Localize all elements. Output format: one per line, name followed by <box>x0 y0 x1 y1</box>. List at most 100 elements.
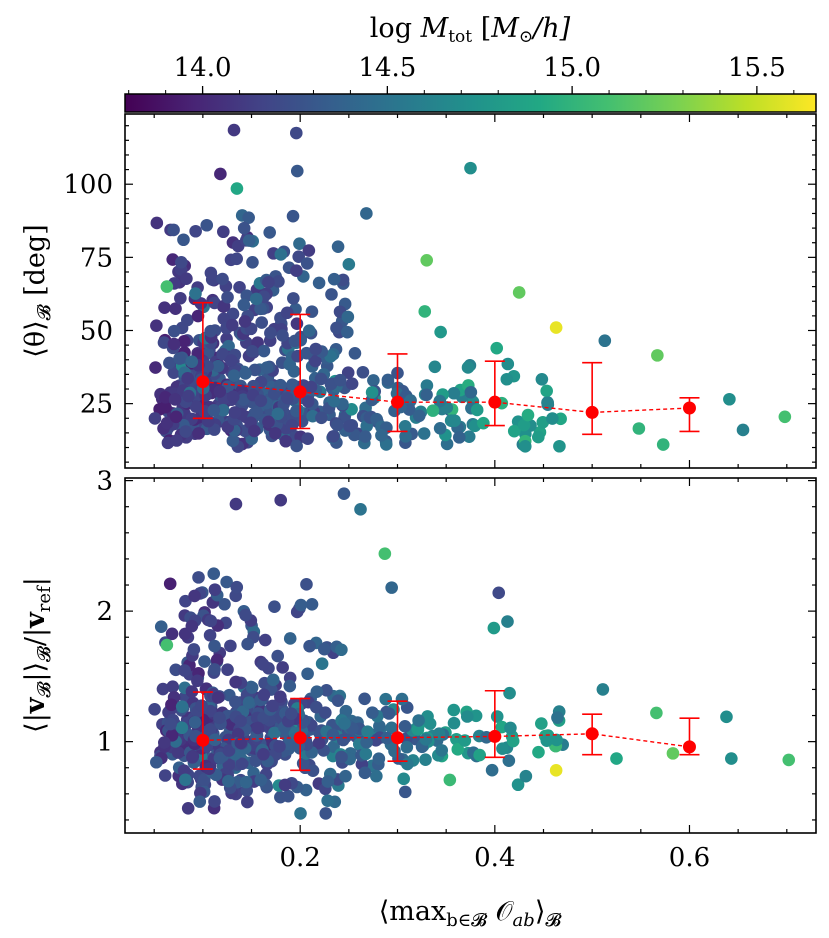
scatter-point <box>208 733 222 747</box>
scatter-point <box>226 307 240 321</box>
y-tick-label: 50 <box>80 316 113 346</box>
scatter-point <box>306 764 320 777</box>
scatter-point <box>224 639 237 653</box>
scatter-point <box>262 415 275 429</box>
binned-median-point <box>682 740 696 754</box>
binned-median-point <box>293 731 307 745</box>
scatter-point <box>164 717 177 731</box>
binned-median-point <box>196 733 210 747</box>
y-axis-label-velocity: ⟨|v𝓑|⟩𝓑/|vref| <box>20 577 55 733</box>
scatter-point <box>283 632 297 645</box>
scatter-point <box>248 363 262 377</box>
scatter-point <box>462 430 476 443</box>
scatter-point <box>470 403 484 417</box>
scatter-point <box>266 673 280 687</box>
axis-ticks-velocity: 0.2 0.4 0.6 1 2 3 <box>96 467 816 873</box>
binned-median-line <box>202 380 690 414</box>
scatter-point <box>398 419 412 433</box>
binned-median-point <box>196 375 210 389</box>
scatter-point <box>448 414 461 427</box>
scatter-point <box>540 384 553 398</box>
scatter-point <box>257 688 271 702</box>
scatter-point <box>342 258 356 271</box>
scatter-point <box>167 337 181 351</box>
scatter-point <box>241 637 254 651</box>
scatter-point <box>452 431 466 444</box>
x-axis-label: ⟨maxb∈𝓑 𝒪ab⟩𝓑 <box>379 896 563 931</box>
scatter-point <box>531 430 545 444</box>
scatter-point <box>175 721 189 735</box>
scatter-point <box>435 744 449 757</box>
scatter-point <box>338 717 351 730</box>
binned-median-point <box>488 395 502 409</box>
scatter-point <box>237 221 251 235</box>
scatter-point <box>290 317 304 330</box>
scatter-point <box>174 255 188 269</box>
scatter-point <box>166 680 179 694</box>
scatter-point <box>229 675 242 689</box>
scatter-point <box>249 292 263 306</box>
scatter-point <box>159 400 172 414</box>
axis-ticks-angle: 25 50 75 100 <box>63 114 816 468</box>
scatter-point <box>204 266 218 280</box>
scatter-point <box>464 385 478 399</box>
scatter-point <box>417 427 431 440</box>
scatter-point <box>300 578 313 591</box>
scatter-point <box>507 424 521 438</box>
scatter-point <box>500 372 514 386</box>
panel-angle: 25 50 75 100 ⟨θ⟩𝓑 [deg] <box>20 113 817 469</box>
scatter-point <box>165 627 179 641</box>
scatter-point <box>149 361 162 374</box>
scatter-point <box>549 321 563 334</box>
binned-median-point <box>391 395 405 409</box>
scatter-point <box>286 209 300 223</box>
scatter-point <box>158 736 171 749</box>
scatter-point <box>225 318 239 332</box>
axes-frame-velocity <box>124 477 817 834</box>
scatter-point <box>185 619 199 633</box>
scatter-point <box>154 620 168 634</box>
y-tick-label: 2 <box>96 597 113 627</box>
scatter-point <box>207 403 221 417</box>
scatter-point <box>294 598 308 612</box>
scatter-point <box>397 772 410 786</box>
scatter-point <box>325 288 338 301</box>
scatter-point <box>314 372 328 386</box>
scatter-point <box>290 164 304 178</box>
scatter-point <box>211 359 225 373</box>
scatter-point <box>226 390 240 404</box>
scatter-point <box>477 416 490 430</box>
scatter-point <box>361 725 374 738</box>
scatter-point <box>360 207 373 220</box>
scatter-point <box>258 633 272 647</box>
scatter-point <box>650 706 663 720</box>
scatter-point <box>216 272 229 286</box>
scatter-point <box>167 366 181 379</box>
scatter-point <box>318 642 331 656</box>
scatter-point <box>411 723 425 736</box>
scatter-point <box>208 583 222 596</box>
scatter-point <box>375 429 388 442</box>
scatter-point <box>327 430 340 443</box>
scatter-point <box>302 244 316 257</box>
scatter-point <box>234 736 248 750</box>
scatter-point <box>301 432 314 445</box>
scatter-point <box>216 347 229 361</box>
scatter-point <box>235 757 249 771</box>
scatter-point <box>501 357 515 371</box>
scatter-point <box>257 747 270 761</box>
scatter-point <box>305 305 319 318</box>
scatter-point <box>315 657 329 671</box>
y-axis-label-angle: ⟨θ⟩𝓑 [deg] <box>20 224 55 357</box>
scatter-point <box>319 706 332 719</box>
scatter-point <box>263 226 276 239</box>
scatter-point <box>245 345 259 358</box>
scatter-point <box>191 309 205 323</box>
scatter-point <box>381 373 395 387</box>
scatter-point <box>227 369 241 382</box>
scatter-point <box>651 349 664 362</box>
scatter-point <box>519 769 533 783</box>
scatter-point <box>170 434 183 447</box>
scatter-point <box>666 747 680 760</box>
